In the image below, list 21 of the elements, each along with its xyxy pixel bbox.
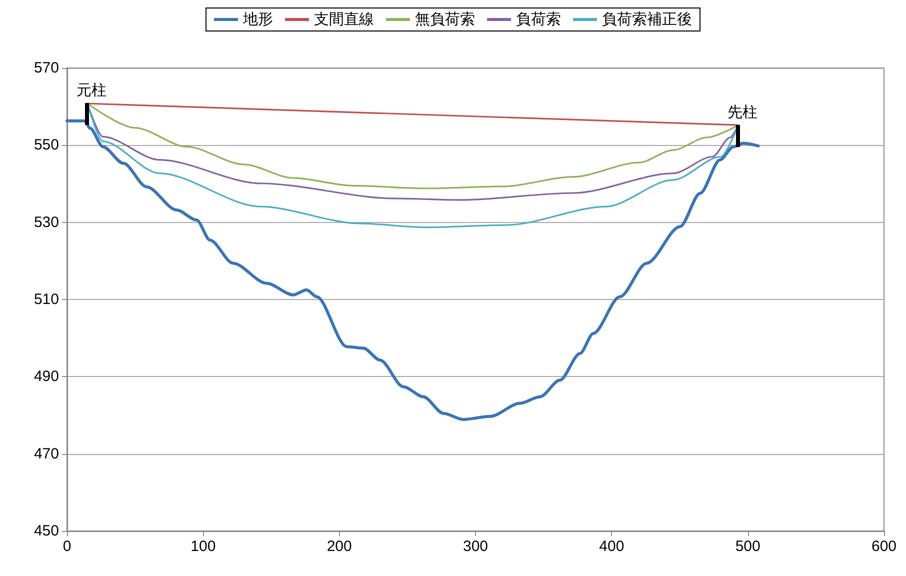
legend-label: 負荷索 (516, 11, 561, 28)
y-tick-label: 450 (34, 522, 59, 540)
y-tick-label: 490 (34, 368, 59, 386)
legend-label: 負荷索補正後 (602, 11, 692, 28)
x-tick-label: 0 (62, 538, 72, 555)
annotation: 元柱 (76, 81, 106, 100)
legend-label: 支間直線 (314, 11, 374, 28)
y-tick-label: 530 (34, 214, 59, 231)
y-tick-label: 510 (34, 291, 59, 308)
annotation: 先柱 (727, 103, 758, 122)
y-tick-label: 550 (34, 136, 59, 154)
y-tick-label: 570 (34, 60, 59, 76)
legend-label: 地形 (242, 11, 273, 28)
x-tick-label: 200 (326, 538, 352, 555)
legend-label: 無負荷索 (415, 11, 475, 28)
x-tick-label: 600 (871, 538, 897, 555)
x-tick-label: 500 (735, 538, 760, 555)
x-tick-label: 100 (190, 538, 216, 555)
x-tick-label: 400 (599, 538, 624, 555)
y-tick-label: 470 (34, 445, 59, 462)
x-tick-label: 300 (462, 538, 488, 555)
